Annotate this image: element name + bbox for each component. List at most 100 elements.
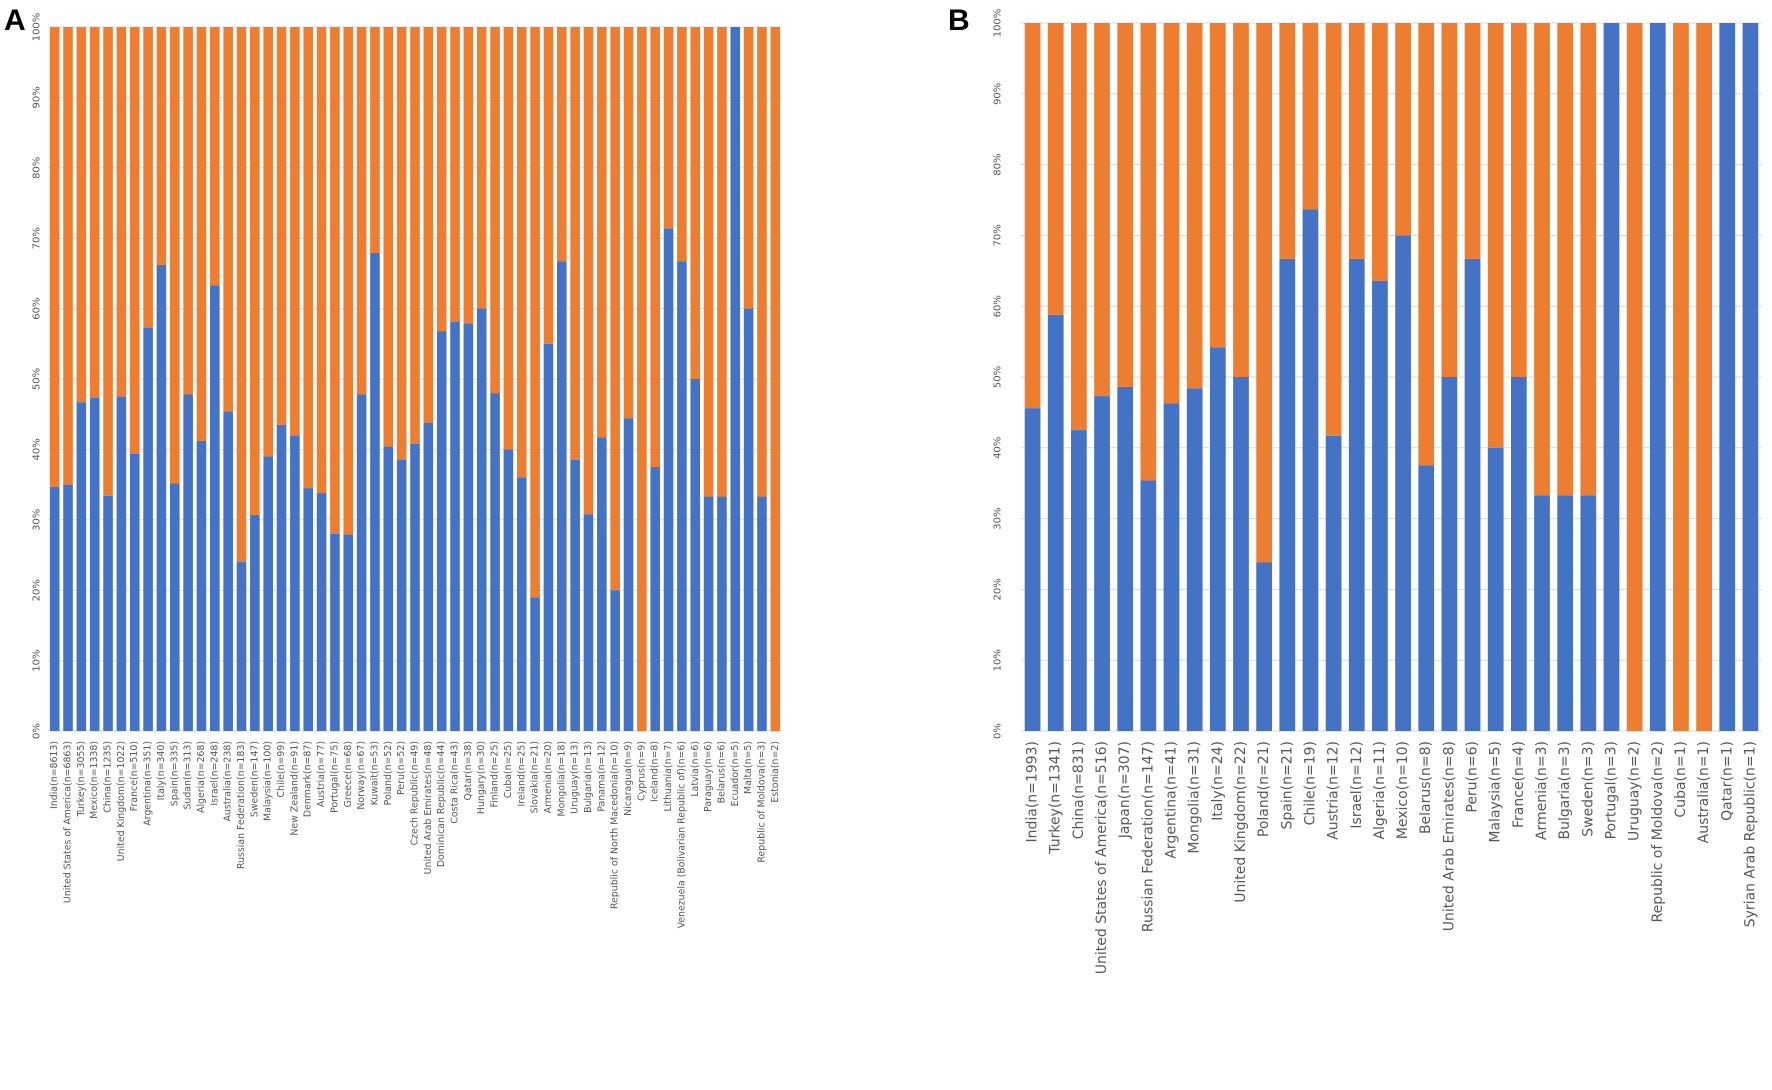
bar-segment-blue <box>1441 377 1458 731</box>
bar-segment-orange <box>103 27 113 496</box>
y-tick-label: 70% <box>993 224 1004 246</box>
category-label: Lithuania(n=7) <box>663 741 674 812</box>
bar-segment-orange <box>463 27 474 324</box>
category-label: Sudan(n=313) <box>183 741 194 810</box>
bar-segment-orange <box>570 27 580 460</box>
bar-segment-orange <box>1626 23 1643 731</box>
bar-segment-orange <box>503 27 514 450</box>
bar-segment-orange <box>1117 23 1134 387</box>
category-label: Portugal(n=3) <box>1603 741 1619 839</box>
category-label: Qatar(n=38) <box>463 741 474 800</box>
bar-segment-orange <box>1510 23 1527 377</box>
bar-segment-blue <box>1071 430 1087 731</box>
category-label: Armenia(n=20) <box>543 741 554 813</box>
y-tick-label: 60% <box>993 295 1004 317</box>
bar-segment-blue <box>129 453 140 731</box>
bar-segment-blue <box>1140 480 1157 731</box>
category-label: Spain(n=335) <box>169 741 180 806</box>
category-label: Nicaragua(n=9) <box>623 741 634 816</box>
category-label: Algeria(n=268) <box>196 741 207 813</box>
panel-a-chart: A 0% 10% 20% 30% 40% 50% 60% 70% 80% 90% 100% India… <box>4 4 782 928</box>
bar-segment-orange <box>743 27 754 309</box>
bar-segment-blue <box>1372 280 1388 731</box>
bar-segment-blue <box>1580 495 1597 731</box>
bar-segment-blue <box>156 264 167 731</box>
category-label: Belarus(n=8) <box>1418 741 1434 834</box>
panel-b-chart: B 0% 10% 20% 30% 40% 50% 60% 70% 80% 90% 100% India… <box>948 4 1762 974</box>
category-label: Chile(n=99) <box>276 741 287 798</box>
category-label: Peru(n=6) <box>1465 741 1481 813</box>
bar-segment-blue <box>1186 388 1203 731</box>
category-label: Republic of North Macedonia(n=10) <box>610 741 621 909</box>
category-label: China(n=831) <box>1071 741 1087 839</box>
category-label: Malaysia(n=100) <box>263 741 274 821</box>
bar-segment-blue <box>556 261 567 731</box>
bar-segment-blue <box>1742 23 1759 731</box>
category-label: Uruguay(n=13) <box>570 741 581 814</box>
category-label: France(n=510) <box>129 741 140 811</box>
bar-segment-orange <box>1047 23 1064 315</box>
bar-segment-orange <box>556 27 567 262</box>
bar-segment-blue <box>463 323 474 731</box>
bar-segment-orange <box>1140 23 1157 481</box>
bar-segment-blue <box>423 422 434 731</box>
category-label: Sweden(n=147) <box>249 741 260 817</box>
bar-segment-orange <box>343 27 354 535</box>
y-tick-label: 50% <box>993 366 1004 388</box>
bar-segment-orange <box>210 27 220 286</box>
bar-segment-blue <box>1325 435 1342 731</box>
category-label: Malaysia(n=5) <box>1488 741 1504 843</box>
bar-segment-blue <box>1395 235 1411 731</box>
bar-segment-blue <box>169 483 180 731</box>
y-tick-label: 60% <box>32 297 43 319</box>
bar-segment-orange <box>276 27 287 425</box>
bar-segment-blue <box>1649 23 1666 731</box>
category-label: Sweden(n=3) <box>1580 741 1596 837</box>
panel-a-letter: A <box>4 4 26 37</box>
y-tick-label: 40% <box>32 438 43 460</box>
bar-segment-blue <box>583 514 594 731</box>
category-label: Republic of Moldova(n=2) <box>1650 741 1666 923</box>
category-label: China(n=1235) <box>103 741 114 813</box>
bar-segment-blue <box>476 308 487 731</box>
bar-segment-orange <box>1696 23 1712 731</box>
category-label: Poland(n=52) <box>383 741 394 805</box>
bar-segment-blue <box>717 496 727 731</box>
bar-segment-orange <box>677 27 687 262</box>
category-label: Uruguay(n=2) <box>1627 741 1643 841</box>
bar-segment-orange <box>1395 23 1411 236</box>
bar-segment-orange <box>1024 23 1041 409</box>
y-tick-label: 100% <box>993 9 1004 38</box>
category-label: India(n=8613) <box>49 741 60 809</box>
category-label: Finland(n=25) <box>490 741 501 808</box>
bar-segment-blue <box>183 394 193 731</box>
category-label: Peru(n=52) <box>396 741 407 795</box>
category-label: Argentina(n=351) <box>143 741 154 826</box>
category-label: Turkey(n=1341) <box>1048 741 1064 855</box>
category-label: Cuba(n=1) <box>1673 741 1689 818</box>
category-label: Russian Federation(n=147) <box>1140 741 1156 932</box>
y-tick-label: 80% <box>32 157 43 179</box>
bar-segment-blue <box>650 467 661 731</box>
category-label: Kuwait(n=53) <box>369 741 380 805</box>
category-label: Armenia(n=3) <box>1534 741 1550 840</box>
bar-segment-blue <box>530 597 540 731</box>
bar-segment-blue <box>1603 23 1620 731</box>
y-tick-label: 50% <box>32 368 43 390</box>
bar-segment-orange <box>1487 23 1504 448</box>
bar-segment-orange <box>156 27 167 265</box>
y-tick-label: 10% <box>993 649 1004 671</box>
bar-segment-blue <box>490 393 500 731</box>
category-label: Mexico(n=10) <box>1395 741 1411 839</box>
bar-segment-blue <box>570 459 580 731</box>
category-label: Estonia(n=2) <box>770 741 781 803</box>
category-label: Hungary(n=30) <box>476 741 487 814</box>
bar-segment-blue <box>330 533 340 731</box>
bar-segment-orange <box>650 27 661 467</box>
bar-segment-orange <box>637 27 647 731</box>
bar-segment-orange <box>516 27 527 478</box>
bar-segment-blue <box>370 252 380 731</box>
bar-segment-orange <box>1071 23 1087 431</box>
bar-segment-blue <box>623 418 634 731</box>
bar-segment-orange <box>410 27 420 444</box>
